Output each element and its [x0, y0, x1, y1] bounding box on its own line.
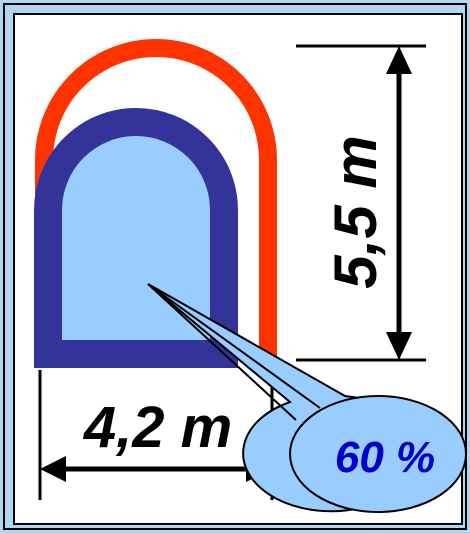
width-label: 4,2 m [83, 395, 232, 460]
callout-bubble-fill [292, 398, 464, 510]
outer-tunnel-profile [35, 39, 277, 362]
height-arrow-bottom [386, 332, 412, 360]
height-arrow-top [386, 46, 412, 74]
width-arrow-left [40, 456, 66, 482]
callout-pointer-outline [147, 283, 321, 421]
inner-tunnel-profile [34, 108, 238, 368]
height-label: 5,5 m [322, 135, 389, 288]
callout-value-label: 60 % [335, 433, 435, 482]
